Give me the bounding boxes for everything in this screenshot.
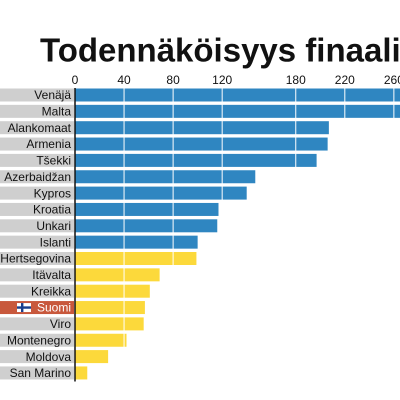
- category-label: Unkari: [36, 219, 71, 233]
- label-background: [0, 186, 74, 200]
- category-label: Tšekki: [36, 154, 71, 168]
- category-label: Moldova: [26, 350, 72, 364]
- bar: [75, 121, 329, 135]
- category-label: Islanti: [40, 235, 71, 249]
- bar: [75, 333, 127, 347]
- bar: [75, 202, 219, 216]
- bar: [75, 301, 145, 315]
- x-tick-label: 220: [335, 73, 355, 87]
- bar: [75, 268, 160, 282]
- bar: [75, 104, 400, 118]
- label-background: [0, 252, 74, 265]
- label-background: [0, 284, 74, 298]
- label-background: [0, 202, 74, 216]
- label-background: [0, 268, 74, 282]
- bar: [75, 88, 400, 102]
- label-background: [0, 317, 74, 331]
- bar: [75, 366, 88, 380]
- bar: [75, 317, 144, 331]
- category-label: Kypros: [34, 186, 71, 200]
- bar: [75, 219, 218, 233]
- category-label: Montenegro: [7, 333, 71, 347]
- category-label: Itävalta: [32, 268, 71, 282]
- bar: [75, 137, 328, 151]
- category-label: Armenia: [26, 137, 71, 151]
- flag-cross: [17, 306, 31, 309]
- x-tick-label: 0: [72, 73, 79, 87]
- bar: [75, 252, 197, 265]
- label-background: [0, 121, 74, 135]
- bar: [75, 284, 150, 298]
- label-background: [0, 219, 74, 233]
- label-background: [0, 235, 74, 249]
- x-tick-label: 80: [166, 73, 180, 87]
- x-tick-label: 180: [286, 73, 306, 87]
- category-label: Suomi: [37, 301, 71, 315]
- label-background: [0, 88, 74, 102]
- bar: [75, 186, 247, 200]
- category-label: San Marino: [10, 366, 72, 380]
- category-label: Kroatia: [33, 203, 71, 217]
- bar: [75, 170, 256, 184]
- category-label: Venäjä: [34, 88, 71, 102]
- bar: [75, 153, 317, 167]
- category-label: Azerbaidžan: [4, 170, 71, 184]
- x-tick-label: 260: [384, 73, 400, 87]
- label-background: [0, 153, 74, 167]
- category-label: Malta: [42, 105, 72, 119]
- bar: [75, 235, 198, 249]
- label-background: [0, 104, 74, 118]
- category-label: Kreikka: [31, 284, 71, 298]
- chart-title: Todennäköisyys finaaliin: [40, 32, 400, 69]
- flag-cross: [21, 303, 24, 313]
- label-background: [0, 137, 74, 151]
- label-background: [0, 170, 74, 184]
- flag-icon: [17, 303, 31, 313]
- label-background: [0, 350, 74, 364]
- category-label: Alankomaat: [8, 121, 72, 135]
- bar: [75, 350, 109, 364]
- label-background: [0, 366, 74, 380]
- category-label: Hertsegovina: [0, 252, 71, 266]
- x-tick-label: 120: [212, 73, 232, 87]
- category-label: Viro: [50, 317, 71, 331]
- x-tick-label: 40: [117, 73, 131, 87]
- label-background: [0, 333, 74, 347]
